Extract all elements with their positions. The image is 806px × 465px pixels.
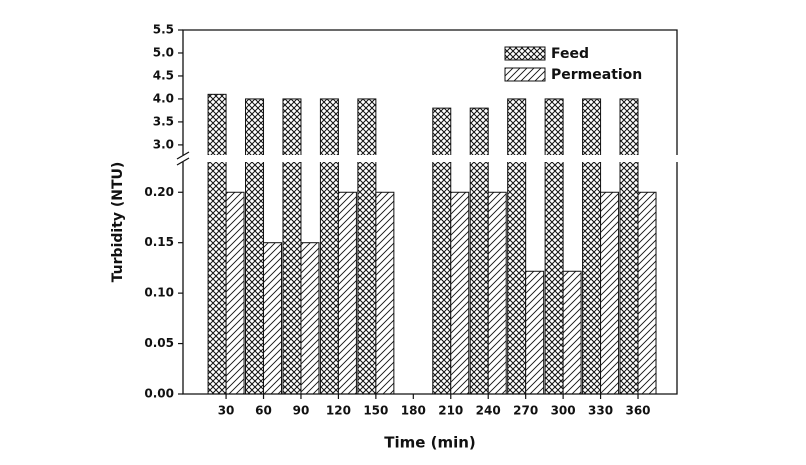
bar (225, 191, 245, 394)
bar (375, 191, 395, 394)
x-tick-label: 360 (625, 404, 650, 418)
x-tick-label: 210 (438, 404, 463, 418)
y-tick-label: 0.20 (144, 185, 174, 199)
y-tick-label: 0.15 (144, 235, 174, 249)
bar (245, 98, 265, 394)
bar (319, 98, 339, 394)
axis-break-mark (176, 151, 190, 166)
y-tick-label: 0.10 (144, 286, 174, 300)
bar (357, 98, 377, 394)
x-tick-label: 330 (588, 404, 613, 418)
legend-label: Feed (551, 46, 589, 62)
bar (525, 270, 545, 394)
y-tick-label: 0.00 (144, 387, 174, 401)
bar (487, 191, 507, 394)
bar (637, 191, 657, 394)
legend-swatch (504, 46, 546, 61)
bar (507, 98, 527, 394)
x-tick-label: 150 (363, 404, 388, 418)
legend-swatch (504, 67, 546, 82)
bar (337, 191, 357, 394)
x-tick-label: 90 (293, 404, 310, 418)
y-tick-label: 3.5 (153, 114, 174, 128)
bar (282, 98, 302, 394)
x-tick-label: 240 (476, 404, 501, 418)
bar (562, 270, 582, 394)
legend-label: Permeation (551, 67, 642, 83)
y-tick-label: 4.5 (153, 68, 174, 82)
bar (450, 191, 470, 394)
y-tick-label: 5.5 (153, 23, 174, 37)
bar (207, 93, 227, 394)
x-tick-label: 120 (326, 404, 351, 418)
y-tick-label: 4.0 (153, 91, 174, 105)
y-tick-label: 5.0 (153, 45, 174, 59)
bar (619, 98, 639, 394)
plot-frame (182, 29, 678, 395)
bar (544, 98, 564, 394)
bars (207, 93, 657, 394)
y-tick-label: 0.05 (144, 336, 174, 350)
bar (600, 191, 620, 394)
bar (582, 98, 602, 394)
y-tick-label: 3.0 (153, 137, 174, 151)
bar (300, 242, 320, 394)
x-tick-label: 270 (513, 404, 538, 418)
y-axis-label: Turbidity (NTU) (110, 162, 126, 283)
axis-break-gap (170, 155, 690, 162)
x-tick-label: 60 (255, 404, 272, 418)
bar (263, 242, 283, 394)
x-tick-label: 180 (401, 404, 426, 418)
bar (469, 107, 489, 394)
x-tick-label: 300 (551, 404, 576, 418)
bar (432, 107, 452, 394)
x-axis-label: Time (min) (384, 434, 476, 452)
x-tick-label: 30 (218, 404, 235, 418)
